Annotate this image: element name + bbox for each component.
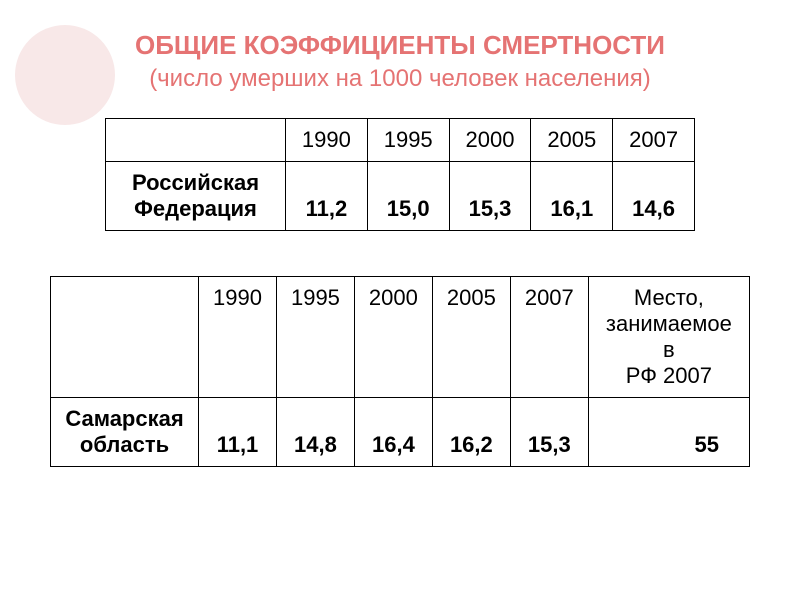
table1-year-1995: 1995 xyxy=(367,119,449,162)
table1-year-1990: 1990 xyxy=(286,119,368,162)
samara-label-line2: область xyxy=(80,432,169,457)
table2-place-header: Место, занимаемое в РФ 2007 xyxy=(588,277,749,398)
table2-place-value: 55 xyxy=(588,398,749,467)
table2-value-1990: 11,1 xyxy=(199,398,277,467)
mortality-table-rf: 1990 1995 2000 2005 2007 Российская Феде… xyxy=(105,118,695,231)
title-line-2: (число умерших на 1000 человек населения… xyxy=(0,65,800,93)
place-header-line3: РФ 2007 xyxy=(626,363,712,388)
table2-empty-header xyxy=(51,277,199,398)
table2-year-1990: 1990 xyxy=(199,277,277,398)
table2-year-2007: 2007 xyxy=(510,277,588,398)
table2-value-2005: 16,2 xyxy=(432,398,510,467)
table1-year-2005: 2005 xyxy=(531,119,613,162)
table1-empty-header xyxy=(106,119,286,162)
place-header-line2: занимаемое в xyxy=(606,311,732,362)
table2-container: 1990 1995 2000 2005 2007 Место, занимаем… xyxy=(0,276,800,467)
table1-header-row: 1990 1995 2000 2005 2007 xyxy=(106,119,695,162)
table1-data-row: Российская Федерация 11,2 15,0 15,3 16,1… xyxy=(106,162,695,231)
table1-value-2000: 15,3 xyxy=(449,162,531,231)
table1-year-2007: 2007 xyxy=(613,119,695,162)
slide-header: ОБЩИЕ КОЭФФИЦИЕНТЫ СМЕРТНОСТИ (число уме… xyxy=(0,0,800,118)
table2-year-2000: 2000 xyxy=(354,277,432,398)
table1-value-2005: 16,1 xyxy=(531,162,613,231)
place-header-line1: Место, xyxy=(634,285,704,310)
rf-label-line1: Российская xyxy=(132,170,259,195)
title-line-1: ОБЩИЕ КОЭФФИЦИЕНТЫ СМЕРТНОСТИ xyxy=(0,30,800,61)
table1-container: 1990 1995 2000 2005 2007 Российская Феде… xyxy=(0,118,800,231)
table2-year-1995: 1995 xyxy=(276,277,354,398)
table1-value-1990: 11,2 xyxy=(286,162,368,231)
table2-value-2000: 16,4 xyxy=(354,398,432,467)
rf-label-line2: Федерация xyxy=(134,196,257,221)
table1-value-1995: 15,0 xyxy=(367,162,449,231)
table2-header-row: 1990 1995 2000 2005 2007 Место, занимаем… xyxy=(51,277,750,398)
table1-row-label: Российская Федерация xyxy=(106,162,286,231)
table2-row-label: Самарская область xyxy=(51,398,199,467)
table2-year-2005: 2005 xyxy=(432,277,510,398)
table1-value-2007: 14,6 xyxy=(613,162,695,231)
table2-value-2007: 15,3 xyxy=(510,398,588,467)
table2-data-row: Самарская область 11,1 14,8 16,4 16,2 15… xyxy=(51,398,750,467)
table1-year-2000: 2000 xyxy=(449,119,531,162)
samara-label-line1: Самарская xyxy=(65,406,183,431)
mortality-table-samara: 1990 1995 2000 2005 2007 Место, занимаем… xyxy=(50,276,750,467)
table2-value-1995: 14,8 xyxy=(276,398,354,467)
